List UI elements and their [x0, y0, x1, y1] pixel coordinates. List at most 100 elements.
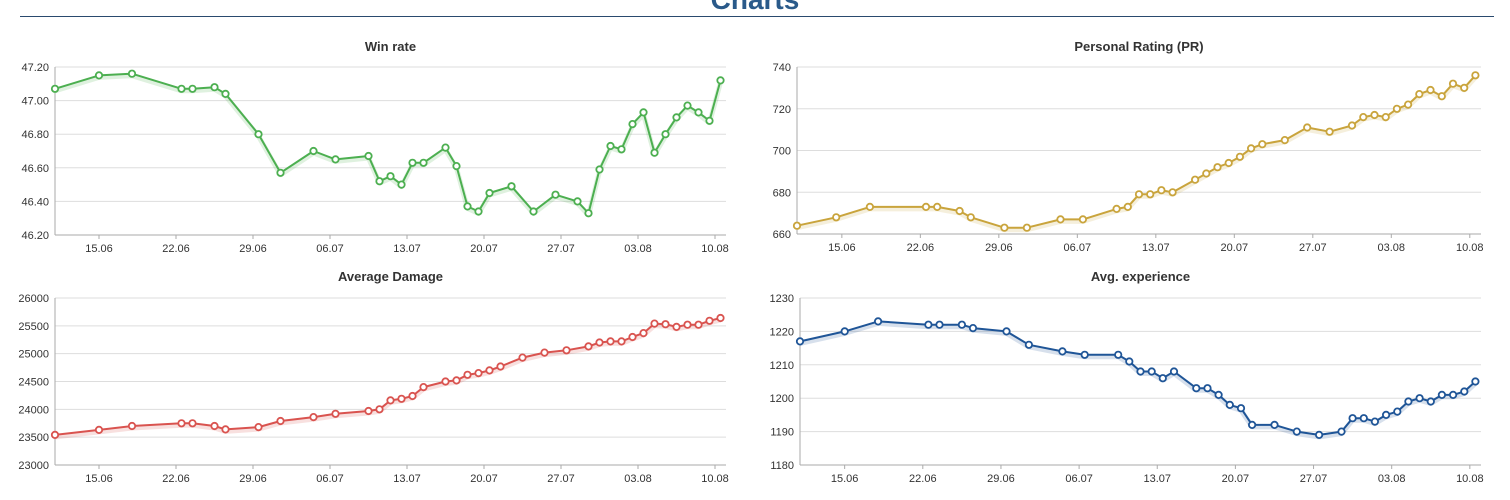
win-rate-data-point[interactable] [705, 116, 714, 125]
average-damage-data-point[interactable] [650, 319, 659, 328]
win-rate-data-point[interactable] [127, 69, 137, 78]
average-damage-data-point[interactable] [331, 409, 340, 418]
personal-rating-data-point[interactable] [1258, 140, 1267, 149]
average-damage-data-point[interactable] [221, 425, 230, 434]
personal-rating-data-point[interactable] [1246, 144, 1256, 153]
average-damage-data-point[interactable] [397, 394, 406, 403]
personal-rating-data-point[interactable] [1168, 188, 1177, 197]
average-damage-data-point[interactable] [518, 353, 527, 362]
personal-rating-data-point[interactable] [1123, 202, 1132, 211]
win-rate-data-point[interactable] [441, 143, 450, 152]
average-damage-data-point[interactable] [628, 332, 637, 342]
avg-experience-data-point[interactable] [1404, 397, 1413, 406]
win-rate-data-point[interactable] [397, 180, 406, 189]
avg-experience-data-point[interactable] [1236, 404, 1246, 413]
personal-rating-data-point[interactable] [832, 213, 841, 222]
avg-experience-data-point[interactable] [1147, 367, 1156, 376]
personal-rating-data-point[interactable] [1448, 79, 1458, 88]
avg-experience-data-point[interactable] [840, 327, 849, 336]
average-damage-data-point[interactable] [188, 419, 197, 428]
personal-rating-data-point[interactable] [865, 202, 875, 211]
average-damage-data-point[interactable] [419, 383, 428, 392]
avg-experience-data-point[interactable] [1114, 350, 1123, 359]
personal-rating-data-point[interactable] [966, 213, 975, 222]
average-damage-data-point[interactable] [386, 396, 395, 405]
win-rate-data-point[interactable] [50, 84, 60, 93]
win-rate-data-point[interactable] [573, 197, 582, 206]
average-damage-data-point[interactable] [94, 425, 104, 434]
personal-rating-data-point[interactable] [1403, 100, 1413, 109]
personal-rating-data-point[interactable] [1078, 215, 1087, 224]
win-rate-data-point[interactable] [276, 168, 285, 177]
win-rate-data-point[interactable] [661, 130, 670, 139]
average-damage-data-point[interactable] [463, 370, 472, 379]
average-damage-data-point[interactable] [562, 346, 571, 355]
average-damage-data-point[interactable] [309, 413, 318, 422]
average-damage-data-point[interactable] [452, 376, 461, 385]
avg-experience-data-point[interactable] [1337, 427, 1346, 436]
average-damage-data-point[interactable] [683, 320, 692, 329]
personal-rating-data-point[interactable] [1426, 85, 1435, 95]
personal-rating-data-point[interactable] [1224, 158, 1233, 168]
avg-experience-data-point[interactable] [1448, 390, 1458, 399]
personal-rating-data-point[interactable] [1134, 190, 1144, 199]
win-rate-data-point[interactable] [683, 101, 692, 110]
average-damage-data-point[interactable] [375, 405, 384, 414]
avg-experience-data-point[interactable] [1002, 327, 1011, 336]
avg-experience-data-point[interactable] [795, 337, 805, 346]
average-damage-data-point[interactable] [672, 322, 681, 332]
avg-experience-data-point[interactable] [1203, 384, 1212, 393]
personal-rating-data-point[interactable] [955, 206, 964, 216]
win-rate-data-point[interactable] [628, 120, 637, 129]
average-damage-data-point[interactable] [408, 391, 417, 401]
personal-rating-data-point[interactable] [1460, 83, 1469, 93]
average-damage-data-point[interactable] [606, 337, 615, 346]
personal-rating-data-point[interactable] [1022, 223, 1031, 232]
average-damage-data-point[interactable] [705, 316, 714, 325]
personal-rating-data-point[interactable] [1280, 136, 1289, 145]
avg-experience-data-point[interactable] [1080, 350, 1089, 359]
avg-experience-data-point[interactable] [1169, 367, 1179, 376]
win-rate-data-point[interactable] [309, 146, 318, 156]
avg-experience-data-point[interactable] [924, 320, 933, 329]
personal-rating-data-point[interactable] [792, 221, 802, 230]
win-rate-data-point[interactable] [584, 209, 593, 218]
win-rate-data-point[interactable] [221, 89, 230, 99]
average-damage-data-point[interactable] [540, 348, 549, 357]
avg-experience-data-point[interactable] [1348, 414, 1357, 423]
win-rate-data-point[interactable] [375, 177, 384, 186]
avg-experience-data-point[interactable] [1359, 414, 1368, 423]
avg-experience-data-point[interactable] [1225, 400, 1234, 409]
avg-experience-data-point[interactable] [1426, 397, 1435, 406]
win-rate-data-point[interactable] [617, 145, 626, 154]
personal-rating-data-point[interactable] [1325, 127, 1334, 136]
win-rate-data-point[interactable] [595, 165, 604, 174]
win-rate-data-point[interactable] [364, 151, 373, 161]
win-rate-data-point[interactable] [331, 155, 340, 164]
average-damage-data-point[interactable] [661, 320, 670, 329]
win-rate-data-point[interactable] [408, 158, 417, 167]
average-damage-data-point[interactable] [584, 342, 593, 351]
avg-experience-data-point[interactable] [1192, 384, 1201, 393]
average-damage-data-point[interactable] [441, 377, 450, 386]
win-rate-data-point[interactable] [188, 84, 197, 93]
win-rate-data-point[interactable] [551, 190, 560, 199]
avg-experience-data-point[interactable] [1437, 390, 1447, 399]
average-damage-data-point[interactable] [254, 423, 263, 432]
personal-rating-data-point[interactable] [1381, 113, 1390, 122]
win-rate-data-point[interactable] [419, 158, 428, 167]
average-damage-data-point[interactable] [127, 421, 137, 431]
personal-rating-data-point[interactable] [1202, 169, 1211, 178]
avg-experience-data-point[interactable] [1370, 417, 1380, 426]
avg-experience-data-point[interactable] [1136, 367, 1145, 376]
win-rate-data-point[interactable] [474, 207, 483, 216]
personal-rating-data-point[interactable] [1235, 152, 1244, 161]
average-damage-data-point[interactable] [177, 419, 186, 428]
average-damage-data-point[interactable] [485, 366, 494, 375]
win-rate-data-point[interactable] [529, 207, 538, 216]
win-rate-data-point[interactable] [694, 108, 703, 117]
win-rate-data-point[interactable] [639, 108, 648, 117]
average-damage-data-point[interactable] [276, 416, 285, 426]
personal-rating-data-point[interactable] [1303, 123, 1312, 132]
average-damage-data-point[interactable] [639, 329, 648, 338]
